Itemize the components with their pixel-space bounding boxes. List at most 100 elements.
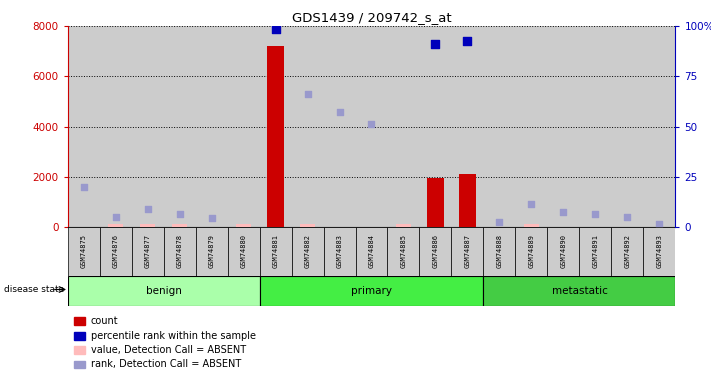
- Bar: [196, 227, 228, 276]
- Point: [206, 215, 218, 221]
- Text: GSM74883: GSM74883: [336, 234, 343, 268]
- Text: benign: benign: [146, 286, 181, 296]
- Text: GSM74879: GSM74879: [208, 234, 215, 268]
- Bar: [387, 227, 419, 276]
- Point: [493, 219, 505, 225]
- Point: [301, 91, 313, 97]
- Bar: [74, 317, 85, 325]
- Bar: [611, 26, 643, 227]
- Bar: [483, 26, 515, 227]
- Text: GSM74886: GSM74886: [432, 234, 439, 268]
- Bar: [579, 227, 611, 276]
- Bar: [483, 276, 675, 306]
- Bar: [292, 26, 324, 227]
- Bar: [451, 26, 483, 227]
- Bar: [164, 227, 196, 276]
- Point: [270, 26, 282, 32]
- Bar: [643, 227, 675, 276]
- Point: [173, 211, 185, 217]
- Bar: [356, 227, 387, 276]
- Point: [334, 108, 346, 114]
- Bar: [292, 227, 324, 276]
- Bar: [459, 174, 476, 227]
- Point: [557, 209, 569, 215]
- Bar: [515, 227, 547, 276]
- Text: percentile rank within the sample: percentile rank within the sample: [90, 331, 256, 340]
- Text: GSM74891: GSM74891: [592, 234, 599, 268]
- Title: GDS1439 / 209742_s_at: GDS1439 / 209742_s_at: [292, 11, 451, 24]
- Text: GSM74893: GSM74893: [656, 234, 663, 268]
- Bar: [164, 26, 196, 227]
- Point: [621, 214, 633, 220]
- Text: GSM74875: GSM74875: [80, 234, 87, 268]
- Point: [462, 38, 474, 44]
- Text: GSM74884: GSM74884: [368, 234, 375, 268]
- Text: metastatic: metastatic: [552, 286, 607, 296]
- Bar: [132, 26, 164, 227]
- Bar: [515, 26, 547, 227]
- Text: GSM74885: GSM74885: [400, 234, 407, 268]
- Bar: [108, 224, 123, 227]
- Bar: [611, 227, 643, 276]
- Bar: [356, 26, 387, 227]
- Bar: [100, 227, 132, 276]
- Bar: [260, 26, 292, 227]
- Text: GSM74880: GSM74880: [240, 234, 247, 268]
- Text: GSM74890: GSM74890: [560, 234, 567, 268]
- Bar: [396, 224, 411, 227]
- Text: count: count: [90, 316, 118, 326]
- Bar: [260, 276, 483, 306]
- Bar: [228, 26, 260, 227]
- Text: disease state: disease state: [4, 285, 64, 294]
- Bar: [579, 26, 611, 227]
- Bar: [228, 227, 260, 276]
- Bar: [419, 26, 451, 227]
- Text: GSM74882: GSM74882: [304, 234, 311, 268]
- Bar: [74, 346, 85, 354]
- Bar: [132, 227, 164, 276]
- Text: GSM74876: GSM74876: [112, 234, 119, 268]
- Bar: [100, 26, 132, 227]
- Bar: [324, 26, 356, 227]
- Bar: [267, 46, 284, 227]
- Bar: [300, 224, 315, 227]
- Bar: [324, 227, 356, 276]
- Bar: [427, 178, 444, 227]
- Bar: [451, 227, 483, 276]
- Bar: [236, 224, 251, 227]
- Point: [654, 221, 665, 227]
- Text: GSM74887: GSM74887: [464, 234, 471, 268]
- Text: GSM74889: GSM74889: [528, 234, 535, 268]
- Text: rank, Detection Call = ABSENT: rank, Detection Call = ABSENT: [90, 360, 241, 369]
- Point: [109, 214, 121, 220]
- Point: [78, 184, 90, 190]
- Text: GSM74888: GSM74888: [496, 234, 503, 268]
- Text: primary: primary: [351, 286, 392, 296]
- Bar: [140, 224, 155, 227]
- Bar: [172, 224, 187, 227]
- Bar: [68, 276, 260, 306]
- Point: [141, 206, 154, 212]
- Text: GSM74881: GSM74881: [272, 234, 279, 268]
- Bar: [547, 26, 579, 227]
- Text: GSM74878: GSM74878: [176, 234, 183, 268]
- Bar: [643, 26, 675, 227]
- Bar: [419, 227, 451, 276]
- Bar: [547, 227, 579, 276]
- Point: [365, 121, 377, 127]
- Text: GSM74892: GSM74892: [624, 234, 631, 268]
- Point: [590, 211, 602, 217]
- Bar: [196, 26, 228, 227]
- Bar: [483, 227, 515, 276]
- Point: [429, 41, 441, 47]
- Text: GSM74877: GSM74877: [144, 234, 151, 268]
- Bar: [74, 332, 85, 340]
- Text: value, Detection Call = ABSENT: value, Detection Call = ABSENT: [90, 345, 246, 355]
- Bar: [524, 224, 539, 227]
- Bar: [68, 227, 100, 276]
- Point: [525, 201, 538, 207]
- Bar: [387, 26, 419, 227]
- Bar: [68, 26, 100, 227]
- Bar: [74, 361, 85, 368]
- Bar: [260, 227, 292, 276]
